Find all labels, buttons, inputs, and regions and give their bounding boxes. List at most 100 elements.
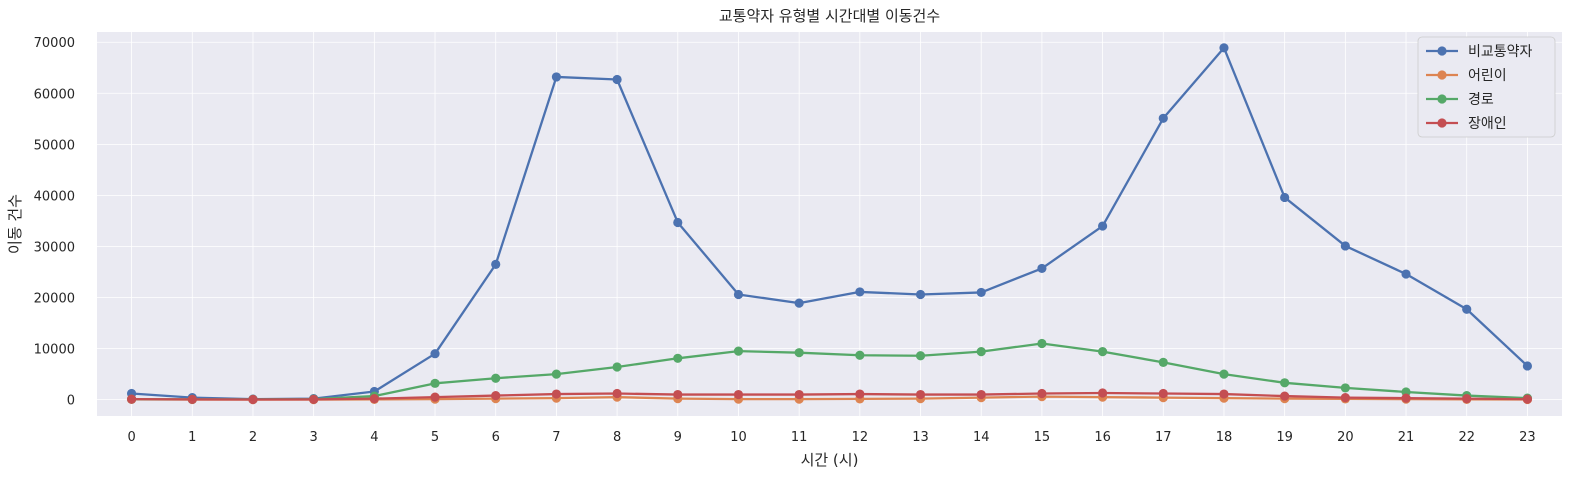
y-tick-label: 40000	[34, 189, 75, 204]
data-point	[612, 74, 622, 85]
y-tick-label: 50000	[34, 138, 75, 153]
y-tick-labels: 0 10000 20000 30000 40000 50000 60000 70000	[34, 36, 75, 408]
data-point	[855, 350, 865, 360]
y-tick-label: 70000	[34, 36, 75, 51]
y-tick-label: 30000	[34, 240, 75, 255]
data-point	[855, 287, 865, 297]
data-point	[673, 217, 683, 228]
data-point	[1037, 338, 1047, 349]
data-point	[673, 389, 683, 400]
x-tick-label: 20	[1337, 430, 1354, 445]
legend-marker	[1437, 118, 1447, 128]
x-tick-label: 11	[791, 430, 808, 445]
legend-item: 장애인	[1426, 116, 1507, 132]
x-tick-label: 22	[1458, 430, 1475, 445]
data-point	[187, 394, 197, 405]
legend-item: 어린이	[1426, 68, 1507, 84]
legend-label: 경로	[1468, 92, 1494, 108]
data-point	[369, 394, 379, 404]
x-tick-label: 8	[613, 430, 621, 445]
data-point	[976, 287, 986, 298]
data-point	[976, 347, 986, 357]
x-tick-label: 21	[1398, 430, 1415, 445]
data-point	[915, 289, 926, 300]
data-point	[673, 353, 683, 363]
data-point	[1037, 263, 1047, 274]
y-tick-label: 20000	[34, 292, 75, 307]
data-point	[1280, 391, 1290, 401]
data-point	[1340, 241, 1350, 251]
x-tick-label: 14	[973, 430, 990, 445]
data-point	[309, 394, 319, 405]
x-tick-label: 15	[1034, 430, 1051, 445]
x-tick-label: 2	[249, 430, 257, 445]
x-tick-label: 10	[730, 430, 747, 445]
series-line	[131, 46, 1529, 401]
x-tick-label: 0	[127, 430, 135, 445]
data-point	[491, 373, 501, 383]
legend-label: 비교통약자	[1468, 44, 1533, 60]
data-point	[1522, 361, 1533, 371]
data-point	[491, 259, 501, 269]
data-point	[551, 369, 562, 379]
data-point	[1158, 113, 1168, 123]
legend-frame	[1417, 36, 1556, 138]
data-point	[915, 389, 926, 400]
data-point	[1097, 347, 1108, 357]
data-point	[1340, 383, 1350, 393]
x-tick-labels: 0 1 2 3 4 5 6 7 8 9 10 11 12 13 14 15 16 17 18 19 20 21 22 23	[127, 430, 1535, 445]
data-point	[976, 389, 986, 400]
x-tick-label: 5	[431, 430, 439, 445]
data-point	[430, 349, 440, 359]
data-point	[733, 389, 744, 400]
series-line	[131, 391, 1528, 401]
legend-label: 어린이	[1468, 68, 1507, 84]
data-point	[1097, 221, 1108, 231]
data-point	[1340, 393, 1350, 403]
data-point	[1158, 357, 1168, 367]
x-tick-label: 16	[1094, 430, 1111, 445]
data-point	[1219, 43, 1229, 53]
x-tick-label: 13	[912, 430, 929, 445]
data-point	[248, 394, 258, 405]
data-point	[915, 351, 926, 361]
data-point	[430, 378, 440, 388]
data-point	[794, 389, 804, 400]
data-point	[733, 346, 744, 356]
plot-area	[97, 32, 1562, 416]
legend-label: 장애인	[1468, 116, 1507, 132]
data-point	[1462, 394, 1472, 404]
data-point	[430, 392, 440, 402]
data-point	[1401, 269, 1411, 279]
x-tick-label: 3	[310, 430, 318, 445]
x-axis-label: 시간 (시)	[801, 451, 859, 469]
chart-title: 교통약자 유형별 시간대별 이동건수	[719, 7, 940, 25]
data-point	[794, 298, 804, 308]
data-point	[1462, 304, 1472, 314]
legend-marker	[1437, 70, 1447, 80]
x-tick-label: 9	[674, 430, 682, 445]
data-point	[126, 394, 137, 404]
data-point	[1097, 388, 1108, 398]
x-tick-label: 12	[852, 430, 869, 445]
x-tick-label: 6	[492, 430, 500, 445]
data-point	[551, 389, 562, 399]
data-point	[551, 72, 562, 82]
data-point	[733, 289, 744, 300]
y-tick-label: 60000	[34, 87, 75, 102]
series-layer	[126, 43, 1533, 405]
y-tick-label: 0	[67, 394, 75, 409]
y-tick-label: 10000	[34, 343, 75, 358]
data-point	[1158, 388, 1168, 399]
legend-marker	[1437, 94, 1447, 104]
data-point	[1219, 389, 1229, 399]
x-tick-label: 18	[1216, 430, 1233, 445]
legend-item: 경로	[1426, 92, 1494, 108]
x-tick-label: 19	[1276, 430, 1293, 445]
data-point	[1522, 394, 1533, 404]
data-point	[1280, 378, 1290, 388]
x-tick-label: 4	[370, 430, 378, 445]
x-tick-label: 23	[1519, 430, 1536, 445]
